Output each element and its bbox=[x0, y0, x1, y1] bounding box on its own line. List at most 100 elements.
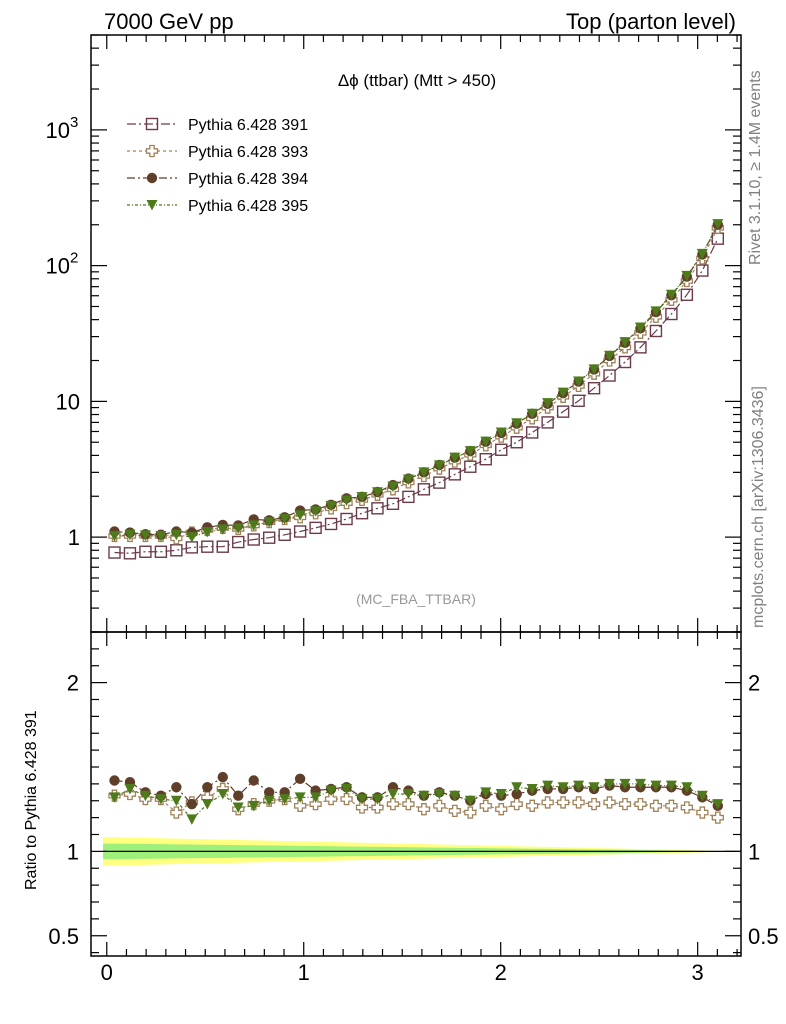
ratio-y-tick-label: 0.5 bbox=[48, 924, 79, 949]
ratio-data-point bbox=[309, 797, 322, 811]
ratio-data-point bbox=[340, 792, 353, 806]
ratio-series-line bbox=[114, 776, 719, 807]
series-line bbox=[114, 223, 719, 538]
ratio-series-line bbox=[114, 783, 719, 821]
data-point bbox=[356, 492, 368, 503]
ratio-data-point bbox=[217, 789, 229, 800]
data-point bbox=[495, 443, 508, 456]
data-point bbox=[604, 350, 616, 362]
ratio-data-point bbox=[587, 797, 601, 811]
header-right: Top (parton level) bbox=[566, 9, 736, 34]
ratio-data-point bbox=[402, 797, 415, 811]
ratio-data-point bbox=[680, 801, 694, 814]
ratio-series-4 bbox=[108, 778, 724, 825]
data-point bbox=[247, 533, 260, 546]
ratio-data-point bbox=[201, 799, 213, 810]
data-point bbox=[696, 264, 709, 277]
ratio-data-point bbox=[108, 792, 120, 803]
data-point bbox=[587, 382, 601, 395]
ratio-data-point bbox=[139, 790, 151, 802]
data-point bbox=[542, 398, 554, 409]
ratio-data-point bbox=[526, 799, 539, 812]
ratio-axis-ticks bbox=[91, 631, 741, 956]
ratio-data-point bbox=[649, 799, 663, 812]
series-4 bbox=[108, 219, 724, 543]
ratio-data-point bbox=[681, 782, 693, 793]
ratio-data-point bbox=[186, 798, 198, 810]
ratio-data-point bbox=[433, 799, 446, 812]
data-point bbox=[449, 452, 461, 464]
data-point bbox=[278, 528, 291, 542]
x-tick-label: 2 bbox=[495, 960, 507, 985]
data-point bbox=[464, 460, 477, 473]
data-point bbox=[681, 270, 693, 282]
data-point bbox=[572, 394, 585, 407]
data-point bbox=[680, 288, 694, 301]
ratio-uncertainty-band bbox=[103, 837, 741, 866]
data-point bbox=[510, 436, 523, 449]
data-point bbox=[479, 452, 492, 466]
data-point bbox=[310, 506, 322, 517]
data-point bbox=[341, 495, 353, 507]
data-point bbox=[186, 532, 198, 543]
data-point bbox=[480, 436, 492, 448]
data-point bbox=[557, 387, 569, 399]
ratio-data-point bbox=[418, 790, 430, 802]
data-point bbox=[386, 497, 400, 510]
main-y-tick-label: 10 bbox=[46, 118, 70, 143]
data-point bbox=[201, 527, 213, 538]
ratio-data-point bbox=[433, 789, 445, 800]
ratio-data-point bbox=[402, 789, 414, 800]
data-point bbox=[262, 531, 276, 544]
ratio-data-point bbox=[202, 782, 213, 793]
ratio-data-point bbox=[324, 792, 338, 806]
ratio-data-point bbox=[541, 796, 554, 809]
data-point bbox=[248, 520, 260, 531]
ratio-data-point bbox=[263, 787, 275, 798]
data-point bbox=[448, 468, 462, 481]
ratio-y-tick-label: 2 bbox=[67, 671, 79, 696]
data-point bbox=[417, 483, 431, 496]
ratio-tick-labels: 0.5 0.5 1 1 2 2 0 1 2 3 bbox=[48, 671, 778, 985]
x-tick-label: 0 bbox=[101, 960, 113, 985]
data-point bbox=[293, 525, 307, 538]
x-tick-label: 1 bbox=[298, 960, 310, 985]
x-tick-label: 3 bbox=[692, 960, 704, 985]
ratio-data-point bbox=[371, 801, 384, 814]
ratio-data-point bbox=[155, 794, 167, 805]
ratio-data-point bbox=[263, 795, 275, 807]
ratio-data-point bbox=[479, 799, 492, 812]
ratio-data-point bbox=[511, 782, 523, 793]
data-point bbox=[108, 546, 121, 559]
ratio-data-point bbox=[618, 797, 632, 811]
legend-marker bbox=[145, 117, 159, 131]
main-y-tick-label-exp: 2 bbox=[70, 250, 78, 267]
data-point bbox=[124, 529, 136, 541]
ratio-data-point bbox=[449, 790, 461, 802]
data-point bbox=[355, 507, 369, 520]
data-point bbox=[201, 540, 214, 553]
data-point bbox=[649, 324, 663, 338]
data-point bbox=[603, 369, 616, 382]
data-point bbox=[511, 418, 523, 429]
legend-entry: Pythia 6.428 393 bbox=[188, 144, 308, 161]
data-point bbox=[232, 523, 244, 534]
data-point bbox=[402, 474, 414, 485]
data-point bbox=[495, 427, 507, 438]
data-point bbox=[324, 517, 338, 531]
ratio-plot-frame bbox=[90, 631, 742, 957]
ratio-data-point bbox=[650, 780, 662, 792]
ratio-plot: 0.5 0.5 1 1 2 2 0 1 2 3 Ratio to Pythia 6.428 391 bbox=[23, 631, 779, 985]
ratio-data-point bbox=[556, 796, 570, 809]
ratio-data-point bbox=[279, 794, 291, 805]
rivet-label: Rivet 3.1.10, ≥ 1.4M events bbox=[747, 70, 764, 265]
main-y-tick-label: 1 bbox=[68, 525, 80, 550]
ratio-data-point bbox=[604, 778, 616, 790]
ratio-series-2 bbox=[108, 782, 724, 824]
ratio-data-point bbox=[186, 814, 198, 825]
data-point bbox=[309, 521, 322, 535]
ratio-data-point bbox=[603, 796, 616, 809]
ratio-data-point bbox=[293, 799, 307, 812]
ratio-data-point bbox=[480, 787, 492, 798]
